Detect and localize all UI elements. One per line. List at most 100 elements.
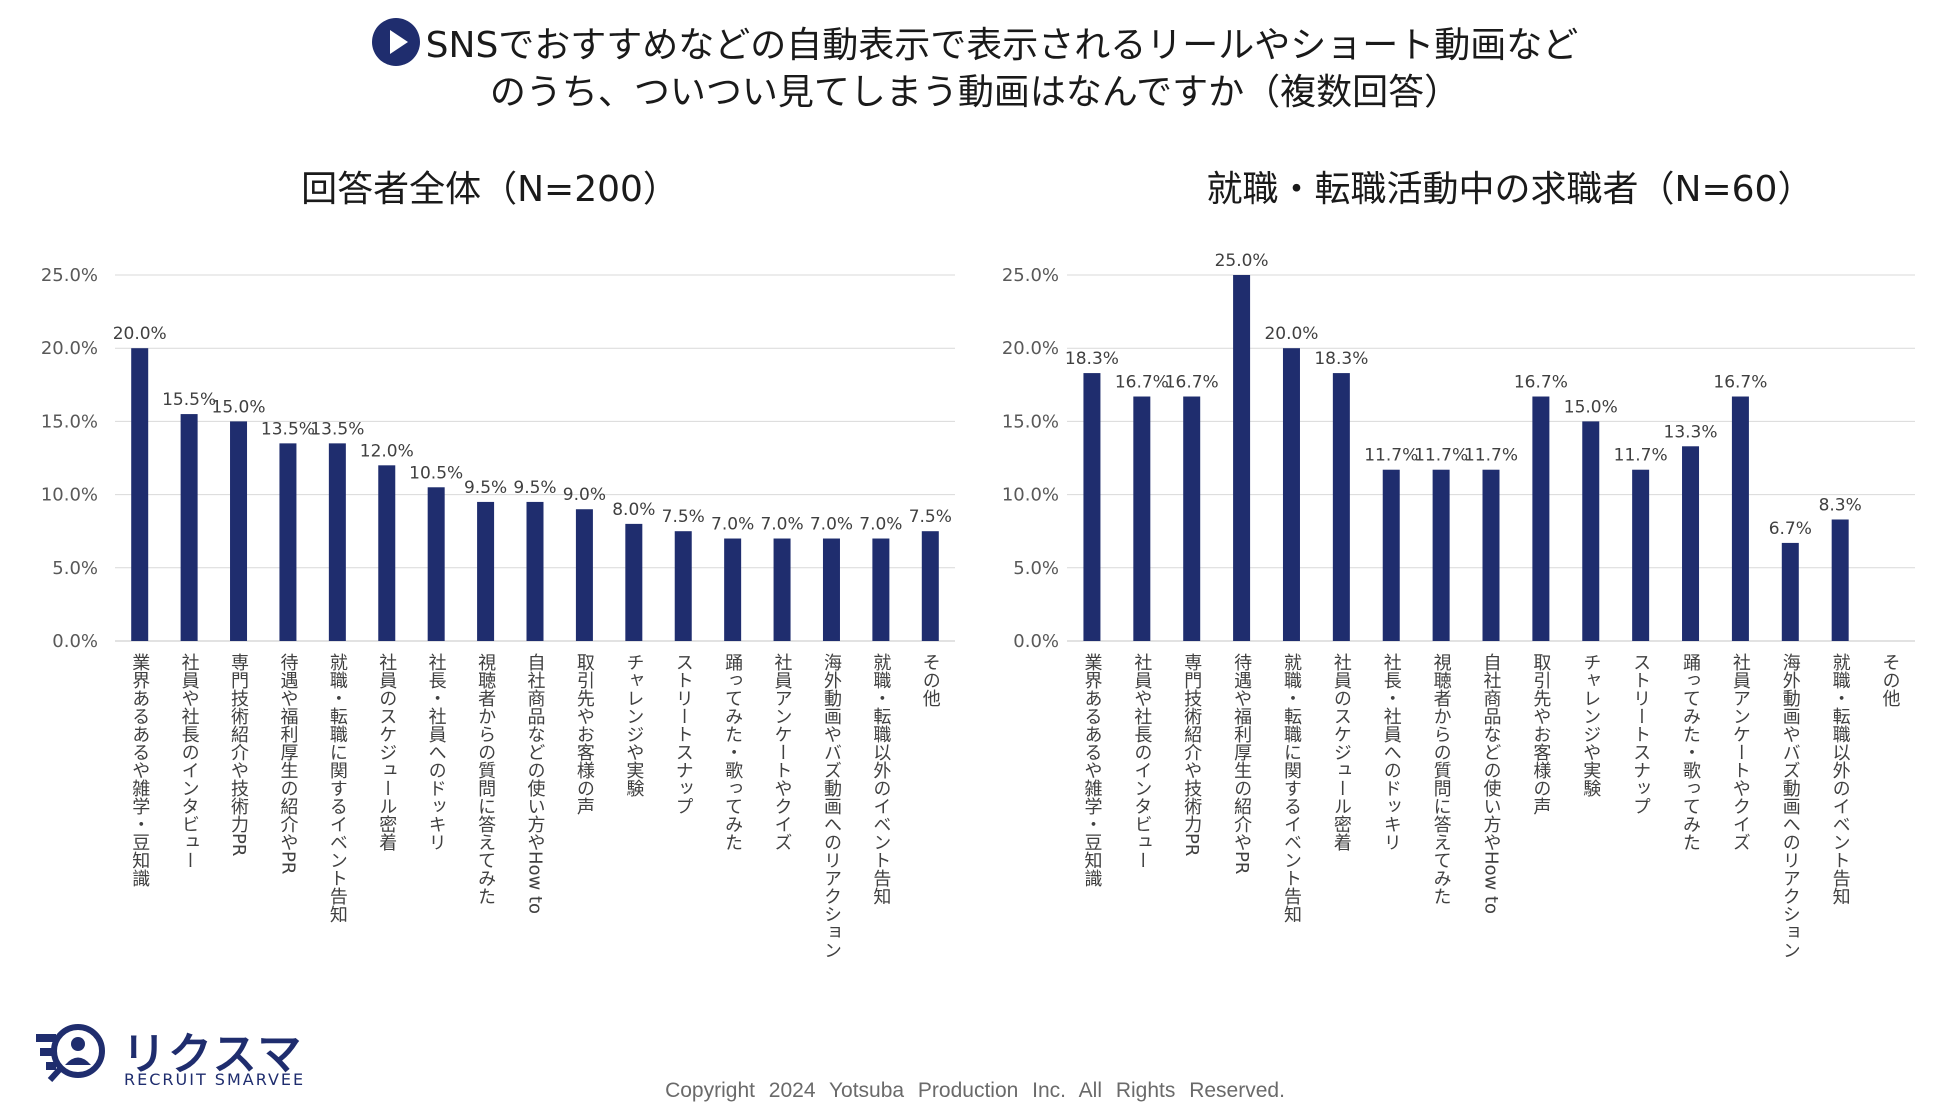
y-tick-label: 10.0% [1002, 485, 1059, 506]
data-label: 11.7% [1464, 446, 1518, 466]
bar [1432, 469, 1450, 641]
category-label: 就職・転職に関するイベント告知 [327, 653, 348, 923]
bar [1682, 446, 1700, 641]
bar [724, 538, 742, 641]
data-label: 18.3% [1314, 349, 1368, 369]
data-label: 8.0% [612, 500, 655, 520]
category-label: 視聴者からの質問に答えてみた [475, 653, 496, 905]
category-label: 自社商品などの使い方やHow to [525, 653, 546, 914]
category-label: 自社商品などの使い方やHow to [1481, 653, 1502, 914]
chart-overall: 0.0% 5.0% 10.0% 15.0% 20.0% 25.0% 20.0% 業界あるあるや… [41, 265, 955, 959]
title-text-1: SNSでおすすめなどの自動表示で表示されるリールやショート動画など [425, 25, 1579, 66]
bar [1233, 275, 1251, 641]
bar [477, 501, 495, 641]
bar [1382, 469, 1400, 641]
category-label: 就職・転職以外のイベント告知 [870, 653, 891, 905]
y-tick-label: 0.0% [52, 631, 98, 652]
logo-subtext: RECRUIT SMARVEE [124, 1070, 306, 1089]
data-label: 16.7% [1165, 373, 1219, 393]
data-label: 10.5% [409, 463, 463, 483]
bar [1781, 542, 1799, 641]
data-label: 15.0% [212, 397, 266, 417]
y-tick-label: 15.0% [41, 411, 98, 432]
category-label: 踊ってみた・歌ってみた [722, 653, 743, 851]
data-label: 11.7% [1614, 446, 1668, 466]
category-label: 社員のスケジュール密着 [1331, 653, 1352, 851]
bar [1731, 396, 1749, 641]
data-label: 16.7% [1713, 373, 1767, 393]
data-label: 7.5% [909, 507, 952, 527]
category-label: 視聴者からの質問に答えてみた [1431, 653, 1452, 905]
y-tick-label: 5.0% [52, 558, 98, 579]
data-label: 8.3% [1819, 495, 1862, 515]
chart-title-jobseekers: 就職・転職活動中の求職者（N=60） [1206, 169, 1814, 210]
category-label: 社員のスケジュール密着 [376, 653, 397, 851]
data-label: 7.0% [810, 515, 853, 535]
data-label: 7.5% [662, 507, 705, 527]
category-label: 社員や社長のインタビュー [1131, 653, 1152, 869]
category-label: 専門技術紹介や技術力PR [1181, 653, 1202, 857]
category-label: ストリートスナップ [1630, 653, 1651, 815]
category-label: 取引先やお客様の声 [1530, 653, 1551, 815]
bar [1632, 469, 1650, 641]
category-label: 社員アンケートやクイズ [772, 653, 793, 851]
data-label: 13.3% [1664, 422, 1718, 442]
bar [921, 531, 939, 641]
category-label: その他 [1880, 653, 1901, 707]
category-label: 業界あるあるや雑学・豆知識 [129, 653, 150, 887]
data-label: 13.5% [261, 419, 315, 439]
logo-text: リクスマ [122, 1029, 304, 1080]
category-label: チャレンジや実験 [623, 653, 644, 798]
category-label: 就職・転職に関するイベント告知 [1281, 653, 1302, 923]
data-label: 11.7% [1414, 446, 1468, 466]
title-line-1: SNSでおすすめなどの自動表示で表示されるリールやショート動画など [0, 18, 1950, 69]
y-tick-label: 25.0% [1002, 265, 1059, 286]
data-label: 16.7% [1514, 373, 1568, 393]
data-label: 7.0% [711, 515, 754, 535]
category-label: 海外動画やバズ動画へのリアクション [821, 653, 842, 959]
bar [1831, 519, 1849, 641]
bar [1183, 396, 1201, 641]
category-label: 待遇や福利厚生の紹介やPR [277, 653, 298, 875]
y-tick-label: 20.0% [1002, 338, 1059, 359]
bar [180, 414, 198, 641]
data-label: 12.0% [360, 441, 414, 461]
category-label: 海外動画やバズ動画へのリアクション [1780, 653, 1801, 959]
y-tick-label: 20.0% [41, 338, 98, 359]
logo: リクスマ RECRUIT SMARVEE [36, 1018, 356, 1089]
bar [1133, 396, 1151, 641]
bar [230, 421, 248, 641]
title-line-2: のうち、ついつい見てしまう動画はなんですか（複数回答） [489, 72, 1461, 113]
bar [1332, 373, 1350, 641]
category-label: 待遇や福利厚生の紹介やPR [1231, 653, 1252, 875]
data-label: 20.0% [1264, 324, 1318, 344]
category-label: 取引先やお客様の声 [574, 653, 595, 815]
bar [131, 348, 149, 641]
data-label: 20.0% [113, 324, 167, 344]
data-label: 7.0% [760, 515, 803, 535]
data-label: 9.0% [563, 485, 606, 505]
bar [872, 538, 890, 641]
category-label: 社員や社長のインタビュー [179, 653, 200, 869]
category-label: 社員アンケートやクイズ [1730, 653, 1751, 851]
data-label: 18.3% [1065, 349, 1119, 369]
bar [674, 531, 692, 641]
data-label: 25.0% [1215, 251, 1269, 271]
bar [1582, 421, 1600, 641]
data-label: 6.7% [1769, 519, 1812, 539]
y-tick-label: 15.0% [1002, 411, 1059, 432]
page-title: SNSでおすすめなどの自動表示で表示されるリールやショート動画など のうち、つい… [0, 18, 1950, 116]
bar [625, 523, 643, 641]
category-label: 社長・社員へのドッキリ [1381, 653, 1402, 851]
y-tick-label: 25.0% [41, 265, 98, 286]
category-label: 専門技術紹介や技術力PR [228, 653, 249, 857]
data-label: 16.7% [1115, 373, 1169, 393]
category-label: その他 [920, 653, 941, 707]
bar [526, 501, 544, 641]
bar [1083, 373, 1101, 641]
bar [1532, 396, 1550, 641]
bar [328, 443, 346, 641]
data-label: 9.5% [513, 478, 556, 498]
y-tick-label: 10.0% [41, 485, 98, 506]
copyright: Copyright 2024 Yotsuba Production Inc. A… [665, 1079, 1285, 1102]
